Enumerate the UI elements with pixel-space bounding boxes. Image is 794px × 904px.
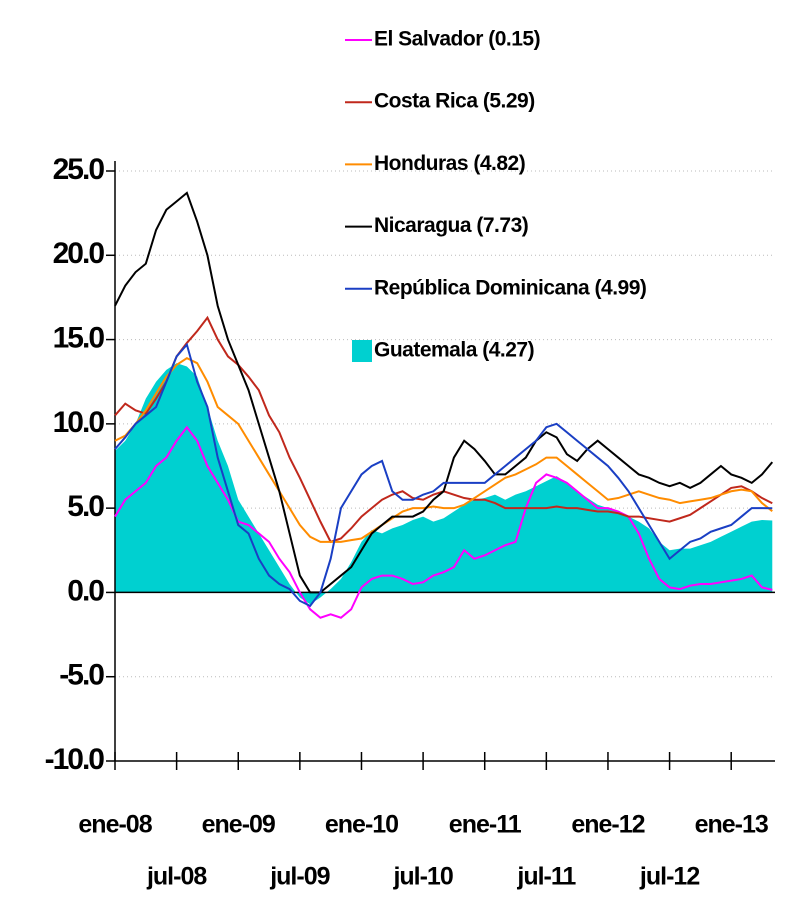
y-tick-label: 10.0 (53, 406, 105, 439)
legend-label: Honduras (4.82) (374, 152, 525, 175)
legend-label: Costa Rica (5.29) (374, 90, 535, 113)
line (114, 342, 773, 608)
y-tick-label: 15.0 (53, 321, 105, 354)
y-tick-label: -10.0 (45, 743, 105, 776)
x-tick-label: ene-08 (78, 811, 152, 839)
y-tick-label: -5.0 (59, 659, 104, 692)
x-tick-label: ene-10 (325, 811, 398, 839)
legend-label: Nicaragua (7.73) (374, 214, 528, 237)
legend-swatch (352, 340, 372, 362)
y-tick-label: 0.0 (67, 574, 104, 607)
x-tick-label: ene-11 (449, 811, 522, 839)
line (114, 191, 774, 594)
legend-label: Guatemala (4.27) (374, 339, 534, 362)
area (115, 363, 773, 605)
y-tick-label: 25.0 (53, 153, 105, 186)
y-tick-label: 5.0 (67, 490, 104, 523)
x-tick-label: jul-11 (516, 863, 576, 891)
x-tick-label: ene-13 (695, 811, 768, 839)
x-tick-label: jul-12 (639, 863, 699, 891)
x-tick-label: jul-09 (269, 863, 329, 891)
y-tick-label: 20.0 (53, 237, 105, 270)
x-tick-label: jul-08 (146, 863, 207, 891)
legend-label: El Salvador (0.15) (374, 28, 540, 51)
legend-label: República Dominicana (4.99) (374, 276, 646, 299)
x-tick-label: ene-12 (571, 811, 644, 839)
x-tick-label: jul-10 (392, 863, 452, 891)
line (114, 425, 773, 619)
x-tick-label: ene-09 (202, 811, 275, 839)
line (114, 356, 773, 543)
